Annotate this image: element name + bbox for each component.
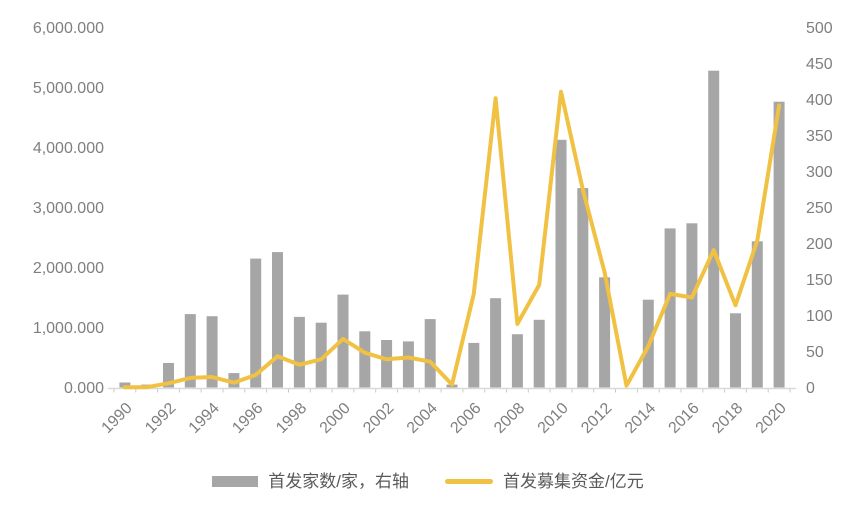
bar-2003 [402, 341, 414, 388]
fundraising-line [122, 89, 782, 390]
bar-1997 [272, 252, 283, 388]
legend-line-swatch-icon [445, 478, 493, 484]
bar-2011 [577, 188, 589, 388]
right-axis-tick-label: 150 [806, 272, 833, 289]
right-axis-tick-label: 300 [806, 164, 833, 181]
left-axis-tick-label: 0.000 [64, 380, 104, 397]
right-axis-tick-label: 250 [806, 200, 833, 217]
bar-2016 [686, 223, 698, 388]
bar-2010 [555, 139, 567, 388]
x-axis-tick-label: 1996 [229, 400, 266, 437]
right-axis-labels: 0 50 100 150 200 250 300 350 400 450 500 [806, 20, 833, 397]
bar-1996 [250, 258, 262, 388]
left-axis-tick-label: 1,000.000 [33, 320, 104, 337]
bar-2012 [599, 277, 611, 388]
bar-2017 [708, 70, 720, 388]
bar-1990 [119, 382, 131, 388]
legend-bar-swatch-icon [212, 475, 259, 487]
bar-2006 [468, 342, 480, 388]
x-axis-labels: 1990 1992 1994 1996 1998 2000 2002 2004 2006 2008… [99, 400, 790, 437]
fundraising-line-group [122, 89, 782, 390]
bar-2001 [359, 331, 371, 388]
x-axis-tick-label: 1992 [142, 400, 179, 437]
right-axis-tick-label: 50 [806, 344, 824, 361]
right-axis-tick-label: 500 [806, 20, 833, 37]
x-axis-tick-label: 1998 [273, 400, 310, 437]
bar-2009 [533, 319, 545, 388]
x-axis-tick-label: 2010 [535, 400, 572, 437]
left-axis-tick-label: 6,000.000 [33, 20, 104, 37]
x-axis-tick-label: 2014 [622, 400, 659, 437]
bar-2002 [381, 340, 393, 388]
left-axis-tick-label: 2,000.000 [33, 260, 104, 277]
bar-1998 [293, 316, 305, 388]
x-axis-tick-label: 2002 [360, 400, 397, 437]
right-axis-tick-label: 100 [806, 308, 833, 325]
right-axis-tick-label: 350 [806, 128, 833, 145]
bar-2018 [730, 313, 741, 388]
right-axis-tick-label: 200 [806, 236, 833, 253]
x-axis-tick-label: 2020 [753, 400, 790, 437]
left-axis-tick-label: 4,000.000 [33, 140, 104, 157]
right-axis-tick-label: 0 [806, 380, 815, 397]
legend-label-funds: 首发募集资金/亿元 [503, 471, 644, 491]
bar-2019 [751, 241, 763, 388]
bar-1993 [184, 314, 196, 388]
legend-item-ipo-count: 首发家数/家，右轴 [212, 473, 409, 490]
x-axis-tick-label: 2018 [709, 400, 746, 437]
bar-1995 [228, 373, 240, 388]
x-axis-tick-label: 1994 [186, 400, 223, 437]
right-axis-tick-label: 400 [806, 92, 833, 109]
x-axis-tick-label: 2008 [491, 400, 528, 437]
bar-1994 [206, 316, 218, 388]
x-axis-tick-label: 2006 [447, 400, 484, 437]
x-axis-tick-label: 1990 [99, 400, 136, 437]
chart-legend: 首发家数/家，右轴 首发募集资金/亿元 [0, 466, 856, 496]
x-axis-tick-label: 2000 [317, 400, 354, 437]
x-axis-tick-label: 2016 [666, 400, 703, 437]
bar-2007 [490, 298, 502, 388]
bar-1999 [315, 322, 327, 388]
bar-2015 [664, 228, 676, 388]
bars-group [119, 70, 785, 388]
legend-label-ipo-count: 首发家数/家，右轴 [268, 471, 409, 491]
x-axis-tick-label: 2012 [578, 400, 615, 437]
left-axis-labels: 0.000 1,000.000 2,000.000 3,000.000 4,000.00… [33, 20, 104, 397]
bar-2008 [511, 334, 523, 388]
legend-item-funds: 首发募集资金/亿元 [445, 473, 644, 490]
right-axis-tick-label: 450 [806, 56, 833, 73]
x-axis-tick-label: 2004 [404, 400, 441, 437]
bar-2020 [773, 101, 785, 388]
left-axis-tick-label: 5,000.000 [33, 80, 104, 97]
bar-2004 [424, 319, 436, 388]
bar-1992 [163, 363, 174, 388]
left-axis-tick-label: 3,000.000 [33, 200, 104, 217]
